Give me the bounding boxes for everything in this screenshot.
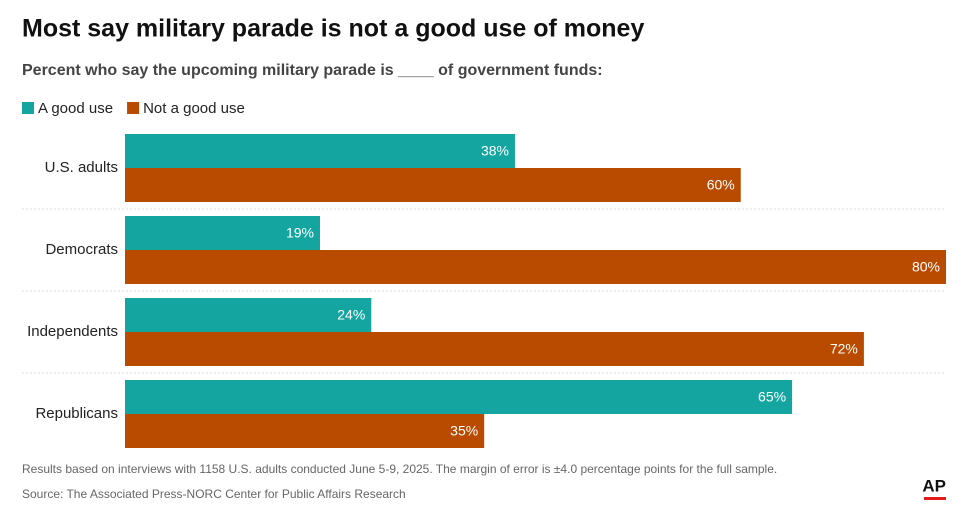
bar (125, 298, 372, 332)
note: Results based on interviews with 1158 U.… (22, 462, 777, 476)
bar (125, 168, 741, 202)
bar (125, 414, 485, 448)
value-label: 72% (830, 341, 858, 357)
bar (125, 380, 793, 414)
value-label: 38% (481, 143, 509, 159)
value-label: 35% (450, 423, 478, 439)
chart-subtitle: Percent who say the upcoming military pa… (22, 62, 603, 79)
category-label: U.S. adults (45, 159, 118, 176)
logo-underline (924, 497, 946, 500)
bar (125, 332, 864, 366)
chart-title: Most say military parade is not a good u… (22, 15, 644, 43)
value-label: 80% (912, 259, 940, 275)
logo: AP (922, 476, 946, 495)
value-label: 65% (758, 389, 786, 405)
legend-swatch (127, 102, 140, 114)
category-label: Republicans (35, 405, 118, 422)
legend-label: A good use (38, 100, 113, 117)
legend-label: Not a good use (143, 100, 245, 117)
value-label: 24% (337, 307, 365, 323)
category-label: Democrats (45, 241, 118, 258)
value-label: 19% (286, 225, 314, 241)
value-label: 60% (707, 177, 735, 193)
bar (125, 134, 515, 168)
bar (125, 216, 320, 250)
category-label: Independents (27, 323, 118, 340)
bar (125, 250, 946, 284)
legend-swatch (22, 102, 34, 114)
source: Source: The Associated Press-NORC Center… (22, 487, 406, 501)
